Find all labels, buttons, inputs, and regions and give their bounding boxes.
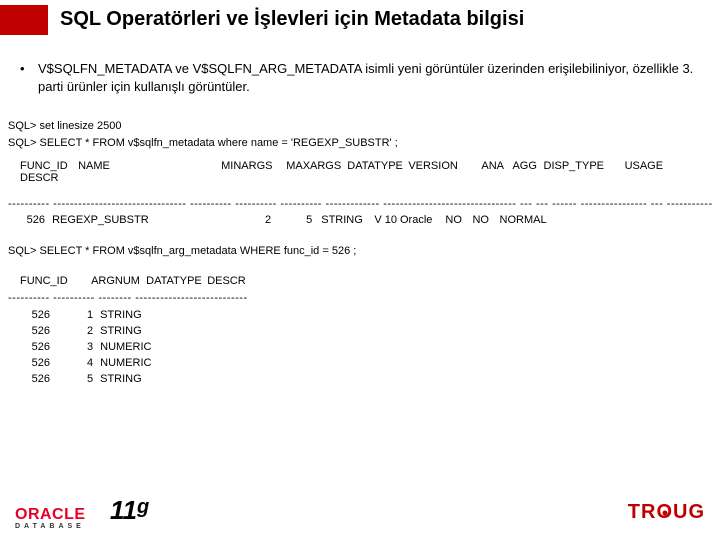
sql-block-1: SQL> set linesize 2500 SQL> SELECT * FRO… [8, 118, 710, 151]
cell-datatype: STRING [96, 372, 142, 388]
cell-datatype: STRING [96, 308, 142, 324]
sql-line: SQL> set linesize 2500 [8, 118, 710, 135]
oracle-11g-text: 11g [110, 495, 149, 526]
col-name: NAME [78, 160, 218, 172]
oracle-database-text: DATABASE [15, 523, 86, 530]
cell-disp-type: NORMAL [500, 214, 547, 226]
col-version: VERSION [408, 160, 478, 172]
cell-minargs: 2 [221, 214, 271, 226]
cell-func-id: 526 [20, 308, 50, 324]
col-descr: DESCR [20, 172, 710, 184]
col-disp-type: DISP_TYPE [544, 160, 622, 172]
footer: ORACLE DATABASE 11g TROUG [15, 488, 705, 530]
cell-datatype: NUMERIC [96, 340, 151, 356]
cell-datatype: STRING [96, 324, 142, 340]
col-minargs: MINARGS [221, 160, 283, 172]
col-argnum: ARGNUM [91, 275, 143, 287]
col-ana: ANA [481, 160, 509, 172]
cell-ana: NO [445, 214, 469, 226]
cell-argnum: 5 [53, 372, 93, 388]
cell-datatype: STRING [315, 214, 365, 226]
version-g: g [137, 496, 149, 518]
col-usage: USAGE [625, 160, 664, 172]
cell-func-id: 526 [20, 340, 50, 356]
table2-dashes: ---------- ---------- -------- ---------… [8, 292, 248, 304]
cell-argnum: 3 [53, 340, 93, 356]
oracle-text: ORACLE [15, 506, 86, 524]
table2-rows: 526 1 STRING 526 2 STRING 526 3 NUMERIC … [20, 308, 151, 388]
col-func-id: FUNC_ID [20, 160, 75, 172]
cell-name: REGEXP_SUBSTR [48, 214, 218, 226]
cell-version: V 10 Oracle [368, 214, 442, 226]
slide-title: SQL Operatörleri ve İşlevleri için Metad… [60, 8, 524, 31]
table-row: 526 3 NUMERIC [20, 340, 151, 356]
cell-func-id: 526 [20, 324, 50, 340]
col-datatype: DATATYPE [347, 160, 405, 172]
header-red-block [0, 5, 48, 35]
cell-func-id: 526 [20, 214, 45, 226]
table-row: 526 2 STRING [20, 324, 151, 340]
bullet-text: V$SQLFN_METADATA ve V$SQLFN_ARG_METADATA… [38, 60, 705, 95]
col-descr: DESCR [207, 275, 246, 287]
col-datatype: DATATYPE [146, 275, 204, 287]
col-func-id: FUNC_ID [20, 275, 88, 287]
table-row: 526 1 STRING [20, 308, 151, 324]
table-row: 526 4 NUMERIC [20, 356, 151, 372]
bullet-section: • V$SQLFN_METADATA ve V$SQLFN_ARG_METADA… [20, 60, 705, 95]
cell-func-id: 526 [20, 372, 50, 388]
table1-dashes: ---------- -----------------------------… [8, 198, 712, 210]
cell-func-id: 526 [20, 356, 50, 372]
cell-agg: NO [472, 214, 496, 226]
table2-header: FUNC_ID ARGNUM DATATYPE DESCR [20, 275, 246, 287]
col-maxargs: MAXARGS [286, 160, 344, 172]
troug-logo: TROUG [628, 501, 705, 524]
cell-argnum: 1 [53, 308, 93, 324]
cell-argnum: 4 [53, 356, 93, 372]
cell-maxargs: 5 [274, 214, 312, 226]
bullet-mark: • [20, 60, 38, 95]
version-number: 11 [110, 495, 137, 525]
table-row: 526 5 STRING [20, 372, 151, 388]
cell-argnum: 2 [53, 324, 93, 340]
sql-block-2: SQL> SELECT * FROM v$sqlfn_arg_metadata … [8, 245, 356, 257]
col-agg: AGG [512, 160, 540, 172]
oracle-logo: ORACLE DATABASE [15, 506, 86, 530]
sql-line: SQL> SELECT * FROM v$sqlfn_metadata wher… [8, 135, 710, 152]
table1-header: FUNC_ID NAME MINARGS MAXARGS DATATYPE VE… [20, 160, 710, 184]
cell-datatype: NUMERIC [96, 356, 151, 372]
table1-row: 526 REGEXP_SUBSTR 2 5 STRING V 10 Oracle… [20, 214, 710, 226]
